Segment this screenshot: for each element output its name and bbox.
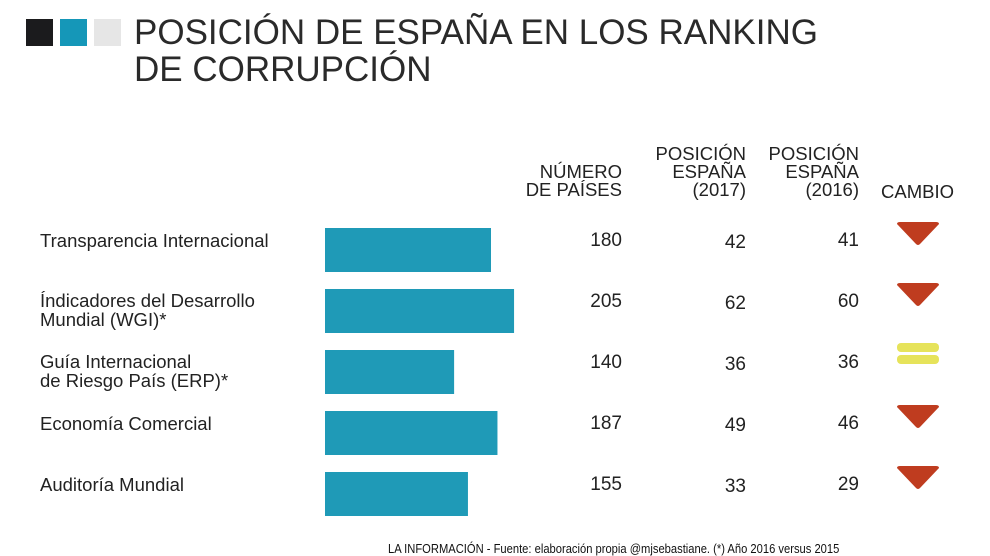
row-label-line: Auditoría Mundial	[40, 474, 184, 495]
header-pos-2016: POSICIÓN ESPAÑA (2016)	[768, 143, 859, 200]
row-label-line: Mundial (WGI)*	[40, 309, 167, 330]
value-countries: 187	[590, 413, 622, 434]
value-pos-2017: 62	[724, 293, 746, 314]
bar-countries	[325, 289, 515, 333]
value-pos-2016: 41	[837, 230, 859, 251]
change-equal-icon	[897, 355, 939, 364]
title-line-2: DE CORRUPCIÓN	[134, 50, 432, 89]
value-pos-2016: 36	[837, 352, 859, 373]
value-pos-2017: 49	[724, 415, 746, 436]
bar-countries	[325, 228, 491, 272]
header-num-countries: NÚMERO DE PAÍSES	[525, 161, 622, 200]
row-label: Auditoría Mundial	[40, 475, 184, 494]
header-pos-2016-line2: ESPAÑA	[785, 161, 859, 182]
header-num-countries-line1: NÚMERO	[539, 161, 622, 182]
brand-square-black	[26, 19, 53, 46]
bar-countries	[325, 472, 468, 516]
change-down-icon	[897, 222, 939, 245]
row-label: Guía Internacional de Riesgo País (ERP)*	[40, 352, 228, 390]
row-label-line: Economía Comercial	[40, 413, 212, 434]
row-label: Transparencia Internacional	[40, 231, 269, 250]
header-pos-2017-line2: ESPAÑA	[672, 161, 746, 182]
chart-title: POSICIÓN DE ESPAÑA EN LOS RANKING DE COR…	[134, 14, 818, 88]
bar-countries	[325, 350, 455, 394]
value-pos-2017: 36	[724, 354, 746, 375]
value-countries: 180	[590, 230, 622, 251]
source-footer: LA INFORMACIÓN - Fuente: elaboración pro…	[388, 541, 840, 556]
value-countries: 155	[590, 474, 622, 495]
brand-square-blue	[60, 19, 87, 46]
header-pos-2017-line1: POSICIÓN	[655, 143, 746, 164]
value-countries: 205	[590, 291, 622, 312]
bar-countries	[325, 411, 498, 455]
header-num-countries-line2: DE PAÍSES	[525, 179, 622, 200]
brand-square-gray	[94, 19, 121, 46]
header-pos-2017: POSICIÓN ESPAÑA (2017)	[655, 143, 746, 200]
title-line-1: POSICIÓN DE ESPAÑA EN LOS RANKING	[134, 13, 818, 52]
value-pos-2016: 60	[837, 291, 859, 312]
row-label: Economía Comercial	[40, 414, 212, 433]
value-pos-2016: 29	[837, 474, 859, 495]
change-down-icon	[897, 466, 939, 489]
change-down-icon	[897, 283, 939, 306]
header-pos-2017-line3: (2017)	[692, 179, 746, 200]
row-label-line: de Riesgo País (ERP)*	[40, 370, 229, 391]
change-down-icon	[897, 405, 939, 428]
header-change-label: CAMBIO	[881, 181, 954, 202]
value-pos-2017: 33	[724, 476, 746, 497]
value-pos-2017: 42	[724, 232, 746, 253]
row-label: Índicadores del Desarrollo Mundial (WGI)*	[40, 291, 255, 329]
header-pos-2016-line3: (2016)	[805, 179, 859, 200]
change-equal-icon	[897, 343, 939, 352]
value-pos-2016: 46	[837, 413, 859, 434]
row-label-line: Transparencia Internacional	[40, 230, 269, 251]
value-countries: 140	[590, 352, 622, 373]
row-label-line: Guía Internacional	[40, 351, 192, 372]
header-pos-2016-line1: POSICIÓN	[768, 143, 859, 164]
row-label-line: Índicadores del Desarrollo	[40, 290, 255, 311]
header-change: CAMBIO	[881, 181, 954, 202]
